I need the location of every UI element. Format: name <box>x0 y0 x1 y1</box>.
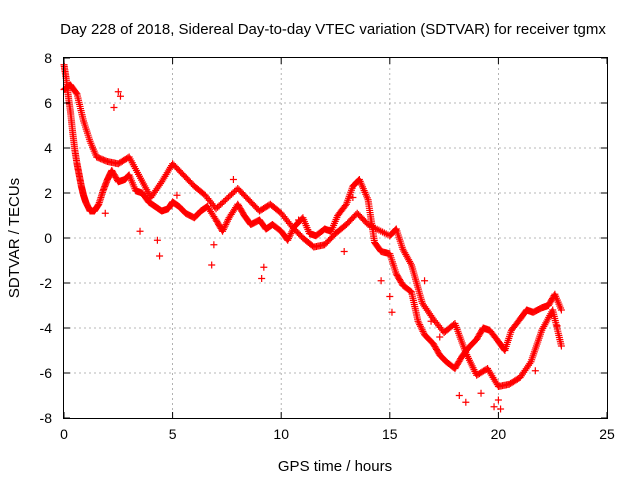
data-point <box>419 327 427 335</box>
y-tick-label: 2 <box>44 185 52 201</box>
data-point <box>421 277 429 285</box>
data-point <box>490 403 498 411</box>
data-point <box>557 342 565 350</box>
data-point <box>221 222 229 230</box>
data-point <box>285 233 293 241</box>
data-point <box>284 236 292 244</box>
data-point <box>114 88 122 96</box>
data-point <box>229 176 237 183</box>
y-tick-label: 8 <box>44 50 52 66</box>
data-point <box>220 224 228 232</box>
data-point <box>386 293 394 300</box>
data-point <box>531 367 539 375</box>
y-tick-label: 6 <box>44 95 52 111</box>
data-point <box>156 252 164 260</box>
y-tick-label: -2 <box>40 275 53 291</box>
data-point <box>116 92 124 100</box>
chart-title: Day 228 of 2018, Sidereal Day-to-day VTE… <box>60 21 606 38</box>
data-point <box>219 227 227 235</box>
x-tick-label: 20 <box>491 426 507 442</box>
data-point <box>340 248 348 255</box>
grid-layer <box>64 58 607 418</box>
data-point <box>287 230 295 237</box>
data-point <box>416 322 424 330</box>
axis-ticks-layer <box>63 57 608 419</box>
data-point <box>414 317 422 325</box>
data-point <box>416 321 424 329</box>
x-axis-label: GPS time / hours <box>278 458 392 475</box>
data-point <box>173 191 181 199</box>
data-point <box>462 398 470 406</box>
x-tick-label: 25 <box>599 426 615 442</box>
data-point <box>427 317 435 325</box>
data-point <box>497 405 505 413</box>
data-point <box>377 277 385 285</box>
data-point <box>436 333 444 341</box>
x-tick-label: 10 <box>273 426 289 442</box>
y-tick-label: 0 <box>44 230 52 246</box>
y-tick-label: -8 <box>40 410 53 426</box>
data-point <box>223 217 231 225</box>
x-tick-label: 0 <box>60 426 68 442</box>
data-point <box>222 221 230 228</box>
data-point <box>349 194 357 201</box>
data-point <box>295 216 303 224</box>
x-tick-label: 5 <box>169 426 177 442</box>
data-point <box>418 326 426 334</box>
data-point <box>210 241 218 249</box>
data-point <box>285 235 293 243</box>
data-point <box>72 89 80 97</box>
data-point <box>417 324 425 332</box>
data-point <box>258 275 266 282</box>
data-point <box>153 236 161 244</box>
data-point <box>494 396 502 404</box>
data-point <box>219 226 227 234</box>
plot-frame <box>63 57 608 419</box>
data-point <box>110 104 118 111</box>
y-tick-label: -6 <box>40 365 53 381</box>
y-axis-label: SDTVAR / TECUs <box>6 178 23 298</box>
data-points-layer <box>60 61 565 413</box>
data-point <box>455 392 463 399</box>
tick-labels-layer: 0 5 10 15 20 25 -8 -6 -4 -2 0 2 4 6 8 <box>40 50 615 442</box>
x-tick-label: 15 <box>382 426 398 442</box>
data-point <box>388 308 396 316</box>
data-point <box>415 319 423 327</box>
data-point <box>101 209 109 217</box>
y-tick-label: -4 <box>40 320 53 336</box>
data-point <box>553 322 561 330</box>
y-tick-label: 4 <box>44 140 52 156</box>
data-point <box>208 261 216 269</box>
data-point <box>477 389 485 397</box>
data-point <box>557 306 565 314</box>
data-point <box>136 227 144 235</box>
data-point <box>260 263 268 271</box>
data-point <box>223 219 231 227</box>
data-point <box>286 231 294 239</box>
